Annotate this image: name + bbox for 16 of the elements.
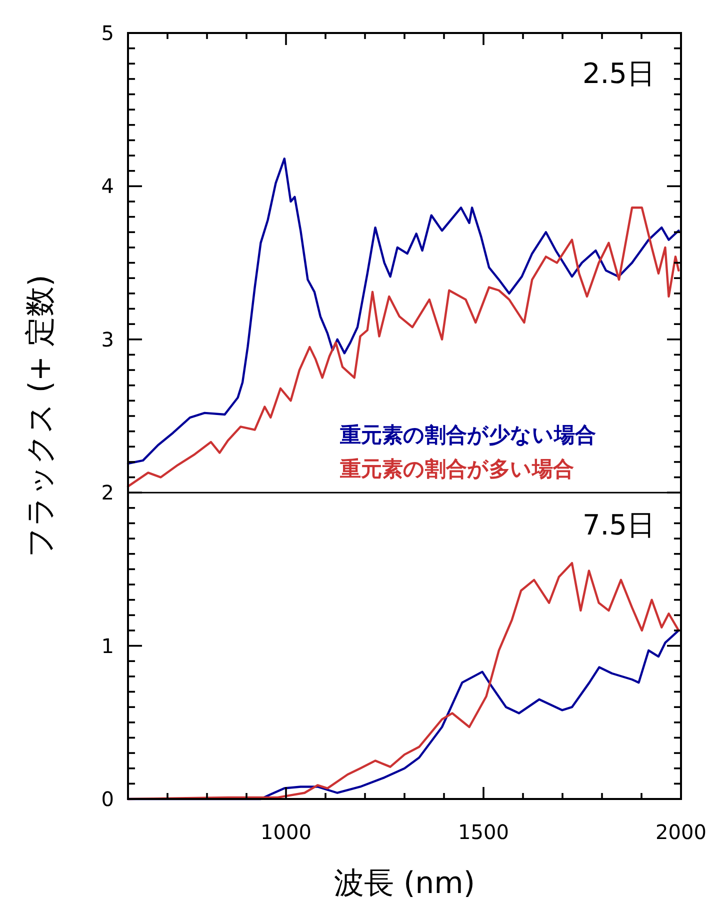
y-tick-label: 2 xyxy=(101,480,114,505)
y-tick-label: 3 xyxy=(101,327,114,352)
y-tick-label: 1 xyxy=(101,634,114,658)
text: 重元素の割合が多い場合 xyxy=(339,457,574,481)
y-tick-label: 0 xyxy=(101,787,114,811)
y-tick-label: 5 xyxy=(101,21,114,45)
x-tick-label: 2000 xyxy=(656,820,706,844)
annotation: 7.5日 xyxy=(582,508,655,542)
x-tick-label: 1500 xyxy=(458,820,509,844)
line-series xyxy=(126,206,680,488)
x-axis-title: 波長 (nm) xyxy=(334,866,476,901)
text: 重元素の割合が少ない場合 xyxy=(339,423,596,447)
x-tick-label: 1000 xyxy=(260,820,312,844)
annotation: 2.5日 xyxy=(582,57,655,90)
y-tick-label: 4 xyxy=(101,174,114,198)
y-axis-title: フラックス (+ 定数) xyxy=(23,274,58,558)
